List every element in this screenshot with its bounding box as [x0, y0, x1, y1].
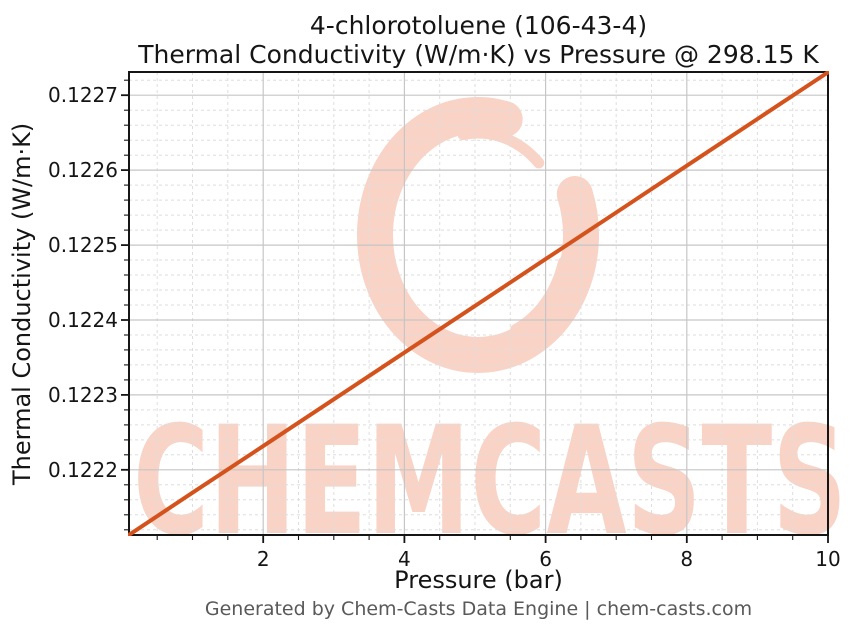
y-axis-label: Thermal Conductivity (W/m·K) [8, 122, 36, 485]
footer-text: Generated by Chem-Casts Data Engine | ch… [204, 598, 753, 620]
x-tick-label: 2 [257, 547, 270, 571]
minor-gridlines [129, 72, 828, 535]
title-line-2: Thermal Conductivity (W/m·K) vs Pressure… [138, 40, 819, 69]
x-axis-label: Pressure (bar) [394, 566, 563, 594]
y-tick-label: 0.1223 [48, 383, 118, 407]
y-tick-label: 0.1224 [48, 308, 118, 332]
y-tick-label: 0.1225 [48, 233, 118, 257]
y-tick-label: 0.1226 [48, 158, 118, 182]
tick-labels: 2 4 6 8 10 0.1222 0.1223 0.1224 0.1225 0.1226 0.12… [48, 83, 841, 571]
x-tick-label: 4 [398, 547, 411, 571]
chemcasts-logo-icon [457, 127, 545, 169]
x-tick-label: 6 [539, 547, 552, 571]
x-tick-label: 10 [815, 547, 840, 571]
data-line [128, 71, 829, 536]
y-tick-label: 0.1222 [48, 458, 118, 482]
watermark-text: CHEMCASTS [133, 395, 847, 569]
chemcasts-logo-icon [357, 97, 599, 373]
plot-spines [128, 71, 829, 536]
major-gridlines [129, 72, 829, 535]
watermark [357, 97, 599, 373]
title-line-1: 4-chlorotoluene (106-43-4) [309, 11, 648, 40]
y-tick-label: 0.1227 [48, 83, 118, 107]
x-tick-label: 8 [680, 547, 693, 571]
chart-title: 4-chlorotoluene (106-43-4) Thermal Condu… [129, 11, 828, 69]
minor-ticks [124, 79, 794, 540]
major-ticks [121, 94, 829, 543]
